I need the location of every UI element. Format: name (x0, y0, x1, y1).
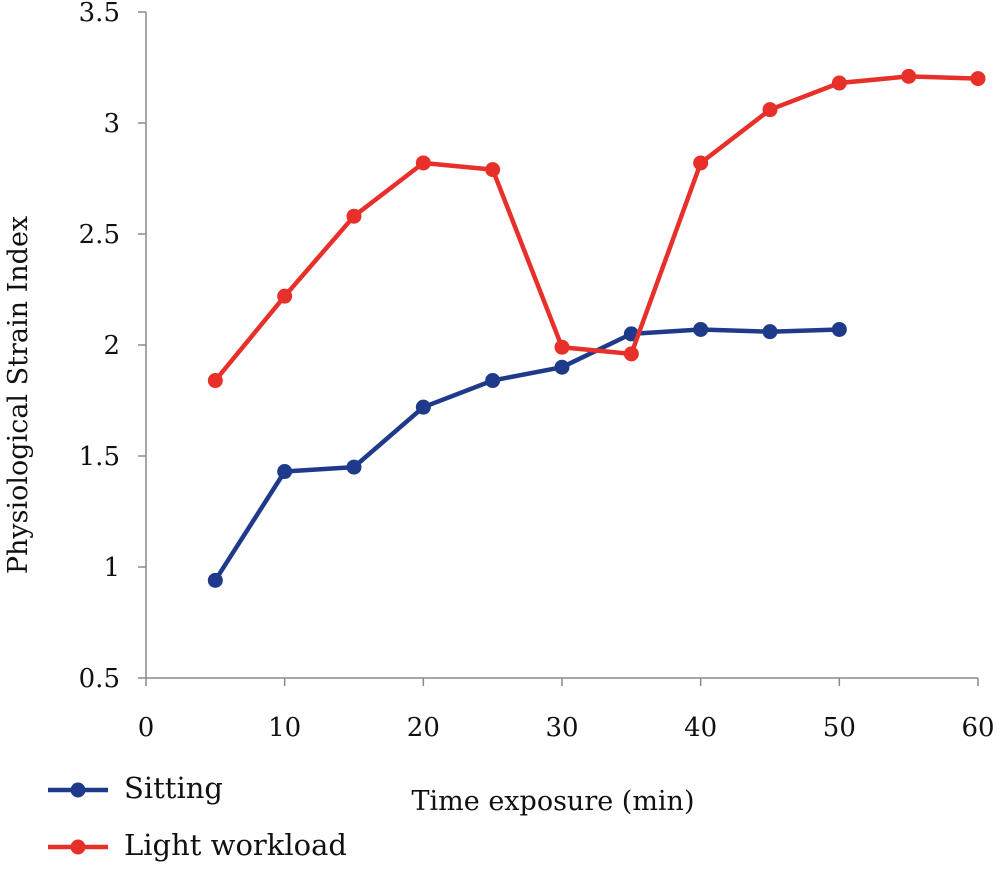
data-point (346, 208, 362, 224)
data-point (485, 373, 501, 389)
x-tick-label: 40 (684, 713, 717, 743)
data-point (554, 359, 570, 375)
y-tick-label: 1.5 (79, 442, 120, 472)
x-tick-label: 20 (407, 713, 440, 743)
legend-label: Light workload (124, 828, 347, 862)
data-point (485, 162, 501, 178)
data-point (277, 464, 293, 480)
data-point (277, 288, 293, 304)
y-tick-label: 2 (103, 331, 120, 361)
data-point (693, 155, 709, 171)
data-point (207, 373, 223, 389)
data-point (207, 572, 223, 588)
x-tick-label: 50 (823, 713, 856, 743)
data-point (831, 321, 847, 337)
data-point (970, 71, 986, 87)
data-point (831, 75, 847, 91)
data-point (901, 68, 917, 84)
data-point (762, 324, 778, 340)
data-point (415, 155, 431, 171)
x-axis-title: Time exposure (min) (412, 786, 695, 817)
series-light-workload (207, 68, 986, 389)
y-tick-label: 1 (103, 553, 120, 583)
legend-swatch-marker (70, 839, 86, 855)
axes: 0.5 1 1.5 2 2.5 3 3.5 0 10 20 30 40 50 60 Physiologica… (3, 0, 995, 817)
series-layer (207, 68, 986, 588)
data-point (415, 399, 431, 415)
series-sitting (207, 321, 847, 588)
data-point (762, 102, 778, 118)
series-line (213, 327, 842, 583)
legend-item: Light workload (48, 828, 347, 862)
series-line (213, 74, 981, 383)
x-tick-label: 30 (545, 713, 578, 743)
data-point (346, 459, 362, 475)
legend: Sitting Light workload (48, 771, 347, 862)
y-tick-label: 3.5 (79, 0, 120, 28)
data-point (554, 339, 570, 355)
x-tick-label: 10 (268, 713, 301, 743)
y-tick-label: 0.5 (79, 664, 120, 694)
data-point (693, 321, 709, 337)
y-tick-label: 3 (103, 109, 120, 139)
y-tick-label: 2.5 (79, 220, 120, 250)
legend-label: Sitting (124, 771, 223, 805)
data-point (623, 346, 639, 362)
x-tick-label: 0 (138, 713, 155, 743)
legend-swatch-marker (70, 782, 86, 798)
x-tick-label: 60 (961, 713, 994, 743)
y-axis-title: Physiological Strain Index (3, 216, 34, 574)
legend-item: Sitting (48, 771, 223, 805)
